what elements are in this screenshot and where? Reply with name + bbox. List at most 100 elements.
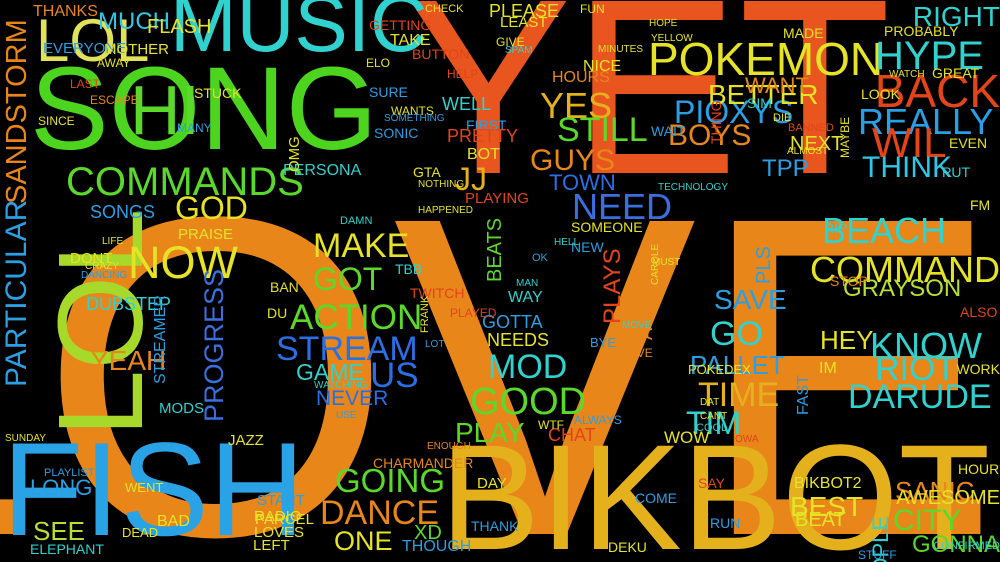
word-boys: BOYS: [668, 119, 752, 152]
word-mother: MOTHER: [104, 41, 169, 58]
word-watch: WATCH: [889, 69, 925, 80]
word-put: PUT: [942, 164, 970, 180]
word-im: IM: [819, 360, 837, 377]
word-mods: MODS: [159, 400, 204, 417]
word-save: SAVE: [714, 284, 787, 315]
word-watching: WATCHING: [314, 380, 368, 391]
word-hype: HYPE: [875, 34, 984, 78]
word-help: HELP: [447, 67, 479, 81]
word-sandstorm: SANDSTORM: [1, 19, 33, 204]
word-pallet: PALLET: [690, 350, 785, 380]
word-carole: CAROLE: [650, 243, 661, 285]
word-work: WORK: [956, 361, 1000, 377]
word-music: MUSIC: [170, 0, 428, 68]
word-jazz: JAZZ: [228, 432, 264, 449]
word-dancing: DANCING: [81, 270, 128, 281]
word-fast: FAST: [795, 374, 812, 415]
word-gta: GTA: [413, 164, 441, 180]
word-ban: BAN: [270, 279, 299, 295]
word-want: WANT: [745, 73, 809, 98]
word-go: GO: [710, 315, 763, 353]
word-need: NEED: [572, 186, 673, 227]
word-back: BACK: [874, 65, 1000, 117]
word-loves: LOVES: [254, 524, 305, 541]
word-sim: SIM: [747, 95, 772, 111]
word-thanks: THANKS: [33, 3, 98, 20]
word-minutes: MINUTES: [598, 44, 643, 55]
word-songs: SONGS: [90, 202, 156, 222]
word-bot: BOT: [467, 146, 500, 163]
word-du: DU: [267, 305, 288, 321]
word-lol: LOL: [36, 7, 150, 74]
word-best: BEST: [790, 491, 864, 522]
word-much: MUCH: [98, 8, 170, 35]
word-better: BETTER: [708, 79, 819, 110]
word-everyone: EVERYONE: [43, 40, 127, 57]
word-deku: DEKU: [608, 539, 647, 555]
word-played: PLAYED: [450, 306, 497, 320]
word-something: SOMETHING: [384, 113, 445, 124]
word-frank: FRANK: [419, 295, 431, 333]
word-going: GOING: [335, 462, 446, 499]
word-escape: ESCAPE: [90, 93, 139, 107]
word-wait: WAIT: [651, 123, 686, 139]
word-flash: FLASH: [147, 16, 212, 38]
word-town: TOWN: [549, 170, 616, 195]
word-check: CHECK: [425, 3, 464, 15]
word-hope: HOPE: [649, 18, 678, 29]
word-though: THOUGH: [402, 538, 472, 555]
word-stop: STOP: [830, 273, 868, 289]
word-persona: PERSONA: [283, 162, 362, 179]
word-long: LONG: [30, 475, 93, 500]
word-tim: TIM: [686, 405, 742, 441]
word-left: LEFT: [253, 537, 290, 554]
word-playlist: PLAYLIST: [44, 467, 95, 479]
word-always: ALWAYS: [574, 413, 622, 427]
word-man: MAN: [516, 278, 539, 289]
word-needs: NEEDS: [487, 330, 550, 350]
word-mod: MOD: [488, 348, 568, 386]
word-enough: ENOUGH: [427, 441, 471, 452]
word-ever: EVER: [735, 221, 774, 237]
word-sunday: SUNDAY: [5, 433, 46, 444]
word-lot: LOT: [425, 339, 445, 350]
word-one: ONE: [334, 526, 393, 556]
word-least: LEAST: [500, 14, 548, 31]
word-pioxys: PIOXYS: [674, 94, 794, 130]
word-many: MANY: [177, 121, 212, 135]
word-twitch: TWITCH: [410, 285, 465, 301]
word-hi: HI: [130, 71, 200, 149]
word-wtf: WTF: [538, 418, 564, 432]
word-beach: BEACH: [822, 210, 947, 251]
word-pls: PLS: [753, 246, 775, 284]
word-crazy: CRAZY: [85, 261, 119, 272]
word-must: MUST: [652, 257, 681, 268]
word-now: NOW: [128, 237, 238, 288]
word-getting: GETTING: [369, 17, 432, 33]
word-start: START: [257, 492, 305, 509]
word-pokemon: POKEMON: [648, 33, 884, 85]
word-sonic: SONIC: [374, 125, 419, 141]
word-god: GOD: [175, 190, 248, 226]
word-gotta: GOTTA: [482, 312, 543, 332]
word-right: RIGHT: [912, 1, 1000, 32]
word-make: MAKE: [313, 227, 410, 265]
word-first: FIRST: [466, 117, 507, 133]
word-riot: RIOT: [875, 350, 957, 388]
word-never: NEVER: [316, 387, 389, 410]
word-really: REALLY: [858, 101, 994, 142]
word-way: WAY: [508, 289, 543, 306]
word-hey: HEY: [820, 325, 874, 355]
word-game: GAME: [296, 359, 364, 385]
word-commands: COMMANDS: [66, 160, 304, 204]
word-stuff: STUFF: [858, 548, 897, 562]
word-hours: HOURS: [552, 69, 610, 86]
word-well: WELL: [442, 94, 492, 114]
word-beats: BEATS: [484, 217, 506, 282]
word-stuck: STUCK: [194, 85, 242, 101]
word-dat: DAT: [700, 397, 720, 408]
word-fun: FUN: [580, 2, 605, 16]
word-tbb: TBB: [395, 261, 423, 277]
word-still: STILL: [557, 111, 648, 149]
word-went: WENT: [125, 480, 164, 495]
